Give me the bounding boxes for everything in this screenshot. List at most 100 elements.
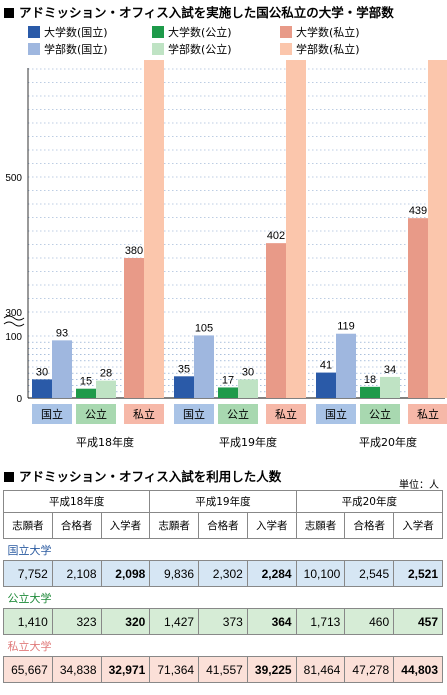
bar-value-label: 30 bbox=[36, 366, 48, 378]
bar bbox=[124, 258, 144, 398]
bar-value-label: 15 bbox=[80, 376, 92, 388]
table-cell: 2,302 bbox=[198, 560, 248, 587]
column-header: 入学者 bbox=[100, 512, 151, 539]
table-cell: 323 bbox=[51, 608, 102, 635]
square-bullet-icon bbox=[4, 8, 14, 18]
legend-item: 大学数(国立) bbox=[28, 24, 108, 40]
legend-swatch bbox=[28, 43, 40, 55]
table-cell: 7,752 bbox=[3, 560, 53, 587]
year-header: 平成20年度 bbox=[295, 490, 444, 513]
bar bbox=[360, 386, 380, 398]
legend-item: 学部数(公立) bbox=[152, 41, 232, 57]
table-cell: 457 bbox=[393, 608, 443, 635]
column-header: 入学者 bbox=[246, 512, 297, 539]
chart-legend: 大学数(国立) 大学数(公立) 大学数(私立) 学部数(国立) 学部数(公立) … bbox=[24, 24, 404, 60]
subcategory-label-box bbox=[32, 404, 72, 424]
bar bbox=[380, 376, 400, 398]
column-header: 志願者 bbox=[149, 512, 200, 539]
table-cell: 1,410 bbox=[3, 608, 53, 635]
table-cell: 364 bbox=[246, 608, 297, 635]
bar bbox=[286, 60, 306, 398]
subcategory-label: 公立 bbox=[369, 407, 391, 421]
subcategory-label: 公立 bbox=[227, 407, 249, 421]
bar bbox=[238, 379, 258, 398]
bar-value-label: 105 bbox=[195, 322, 213, 334]
subcategory-label: 私立 bbox=[275, 407, 297, 421]
table-row: 7,752 2,108 2,098 9,836 2,302 2,284 10,1… bbox=[3, 560, 443, 587]
subcategory-label-box bbox=[76, 404, 116, 424]
legend-item: 大学数(公立) bbox=[152, 24, 232, 40]
table-cell: 65,667 bbox=[3, 656, 53, 683]
applicants-table: 平成18年度 平成19年度 平成20年度 志願者 合格者 入学者 志願者 合格者… bbox=[2, 490, 444, 683]
table-title-text: アドミッション・オフィス入試を利用した人数 bbox=[19, 469, 282, 484]
category-label: 国立大学 bbox=[3, 538, 443, 561]
legend-label: 学部数(国立) bbox=[44, 43, 108, 56]
bar bbox=[336, 333, 356, 398]
subcategory-label-box bbox=[360, 404, 400, 424]
bar bbox=[96, 380, 116, 398]
table-cell: 81,464 bbox=[295, 656, 346, 683]
group-label: 平成20年度 bbox=[359, 436, 417, 449]
bar-value-label: 439 bbox=[409, 205, 427, 217]
subcategory-label: 国立 bbox=[183, 407, 205, 421]
subcategory-label-box bbox=[266, 404, 306, 424]
bar bbox=[76, 388, 96, 398]
bar-value-label: 402 bbox=[267, 230, 285, 242]
group-label: 平成18年度 bbox=[76, 436, 134, 449]
table-cell: 2,098 bbox=[100, 560, 151, 587]
category-label: 公立大学 bbox=[3, 586, 443, 609]
bar-value-label: 28 bbox=[100, 368, 112, 380]
bar bbox=[218, 387, 238, 398]
bar bbox=[52, 340, 72, 398]
subcategory-label: 私立 bbox=[133, 407, 155, 421]
legend-item: 学部数(国立) bbox=[28, 41, 108, 57]
bar bbox=[316, 372, 336, 398]
bar bbox=[266, 243, 286, 398]
axis-break bbox=[3, 315, 25, 327]
bar-value-label: 41 bbox=[320, 360, 332, 372]
bar bbox=[144, 60, 164, 398]
legend-swatch bbox=[28, 26, 40, 38]
bar bbox=[428, 60, 447, 398]
category-label: 私立大学 bbox=[3, 634, 443, 657]
table-cell: 1,713 bbox=[295, 608, 346, 635]
legend-item: 学部数(私立) bbox=[280, 41, 360, 57]
bar bbox=[174, 376, 194, 398]
bar-value-label: 119 bbox=[337, 321, 355, 333]
subcategory-label: 公立 bbox=[85, 407, 107, 421]
subcategory-label-box bbox=[174, 404, 214, 424]
table-cell: 34,838 bbox=[51, 656, 102, 683]
column-header: 入学者 bbox=[393, 512, 443, 539]
legend-swatch bbox=[152, 43, 164, 55]
table-cell: 2,521 bbox=[393, 560, 443, 587]
table-cell: 47,278 bbox=[344, 656, 395, 683]
chart-title: アドミッション・オフィス入試を実施した国公私立の大学・学部数 bbox=[4, 2, 394, 21]
column-header: 合格者 bbox=[51, 512, 102, 539]
subcategory-label-box bbox=[218, 404, 258, 424]
legend-label: 大学数(公立) bbox=[168, 26, 232, 39]
legend-swatch bbox=[152, 26, 164, 38]
table-row: 1,410 323 320 1,427 373 364 1,713 460 45… bbox=[3, 608, 443, 635]
legend-label: 学部数(公立) bbox=[168, 43, 232, 56]
table-cell: 320 bbox=[100, 608, 151, 635]
y-tick-label: 300 bbox=[5, 308, 22, 319]
subcategory-label-box bbox=[316, 404, 356, 424]
bar bbox=[408, 218, 428, 398]
table-cell: 2,108 bbox=[51, 560, 102, 587]
group-label: 平成19年度 bbox=[219, 436, 277, 449]
table-cell: 373 bbox=[198, 608, 248, 635]
legend-item: 大学数(私立) bbox=[280, 24, 360, 40]
y-tick-label: 100 bbox=[5, 332, 22, 343]
legend-label: 大学数(私立) bbox=[296, 26, 360, 39]
table-cell: 32,971 bbox=[100, 656, 151, 683]
y-tick-label: 500 bbox=[5, 173, 22, 184]
chart-title-text: アドミッション・オフィス入試を実施した国公私立の大学・学部数 bbox=[19, 5, 394, 20]
legend-swatch bbox=[280, 43, 292, 55]
table-cell: 460 bbox=[344, 608, 395, 635]
table-cell: 39,225 bbox=[246, 656, 297, 683]
bar-value-label: 30 bbox=[242, 366, 254, 378]
subcategory-label: 私立 bbox=[417, 407, 439, 421]
bar bbox=[194, 335, 214, 398]
table-cell: 10,100 bbox=[295, 560, 346, 587]
subcategory-label: 国立 bbox=[325, 407, 347, 421]
